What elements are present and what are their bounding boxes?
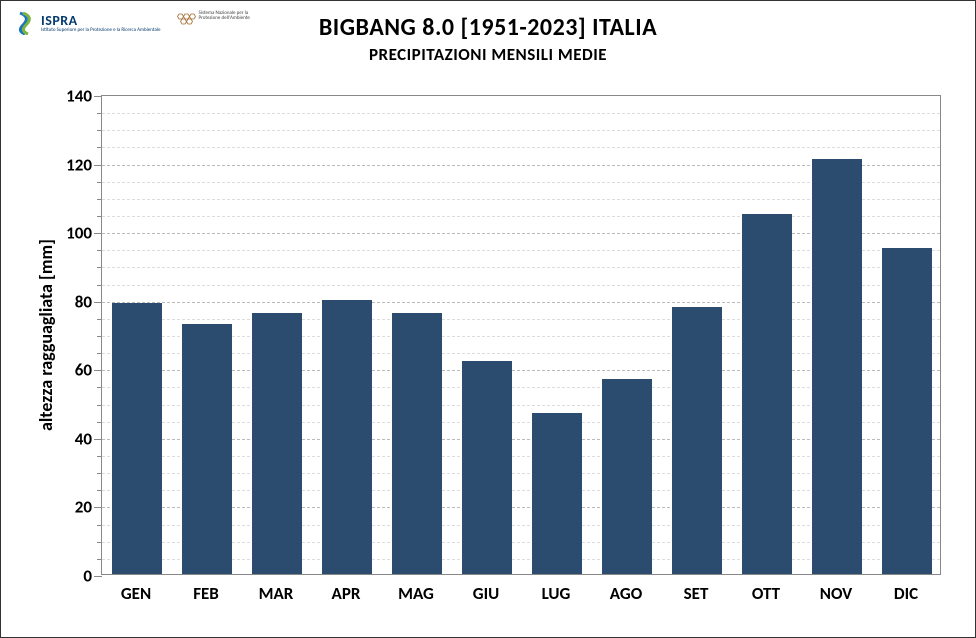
- x-axis-label: SET: [684, 583, 709, 604]
- plot-area: 020406080100120140: [101, 95, 941, 575]
- bar: [742, 214, 792, 574]
- y-axis-label: 120: [66, 154, 92, 175]
- y-axis-label: 100: [66, 223, 92, 244]
- y-axis-title: altezza ragguagliata [mm]: [35, 239, 57, 431]
- bar: [882, 248, 932, 574]
- x-axis-label: GIU: [473, 583, 499, 604]
- bar: [112, 303, 162, 574]
- chart-title: BIGBANG 8.0 [1951-2023] ITALIA: [1, 13, 975, 42]
- y-tick-major: [94, 370, 102, 371]
- y-axis-title-container: altezza ragguagliata [mm]: [31, 95, 61, 575]
- bar: [392, 313, 442, 574]
- x-axis-label: DIC: [894, 583, 918, 604]
- x-axis-label: MAR: [259, 583, 294, 604]
- y-axis-label: 80: [75, 291, 92, 312]
- x-axis-label: OTT: [752, 583, 780, 604]
- y-tick-major: [94, 233, 102, 234]
- chart-subtitle: PRECIPITAZIONI MENSILI MEDIE: [1, 44, 975, 65]
- bar: [322, 300, 372, 574]
- bar: [462, 361, 512, 574]
- x-axis-label: FEB: [193, 583, 219, 604]
- y-axis-label: 0: [83, 566, 92, 587]
- bar: [672, 307, 722, 574]
- title-block: BIGBANG 8.0 [1951-2023] ITALIA PRECIPITA…: [1, 13, 975, 65]
- y-tick-major: [94, 96, 102, 97]
- bars-layer: [102, 96, 940, 574]
- x-axis-label: LUG: [542, 583, 571, 604]
- x-axis-labels: GEN FEB MAR APR MAG GIU LUG AGO SET OTT NOV DIC: [101, 579, 941, 609]
- chart-frame: ISPRA Istituto Superiore per la Protezio…: [0, 0, 976, 638]
- x-axis-label: MAG: [398, 583, 434, 604]
- bar: [532, 413, 582, 574]
- bar: [182, 324, 232, 574]
- x-axis-label: NOV: [820, 583, 852, 604]
- x-axis-label: APR: [332, 583, 361, 604]
- y-tick-major: [94, 439, 102, 440]
- bar: [812, 159, 862, 574]
- y-tick-major: [94, 302, 102, 303]
- y-tick-major: [94, 576, 102, 577]
- y-axis-label: 140: [66, 86, 92, 107]
- bar: [252, 313, 302, 574]
- y-tick-major: [94, 507, 102, 508]
- y-axis-label: 40: [75, 428, 92, 449]
- y-axis-label: 20: [75, 497, 92, 518]
- x-axis-label: GEN: [121, 583, 151, 604]
- y-axis-label: 60: [75, 360, 92, 381]
- y-tick-major: [94, 165, 102, 166]
- bar: [602, 379, 652, 574]
- x-axis-label: AGO: [610, 583, 642, 604]
